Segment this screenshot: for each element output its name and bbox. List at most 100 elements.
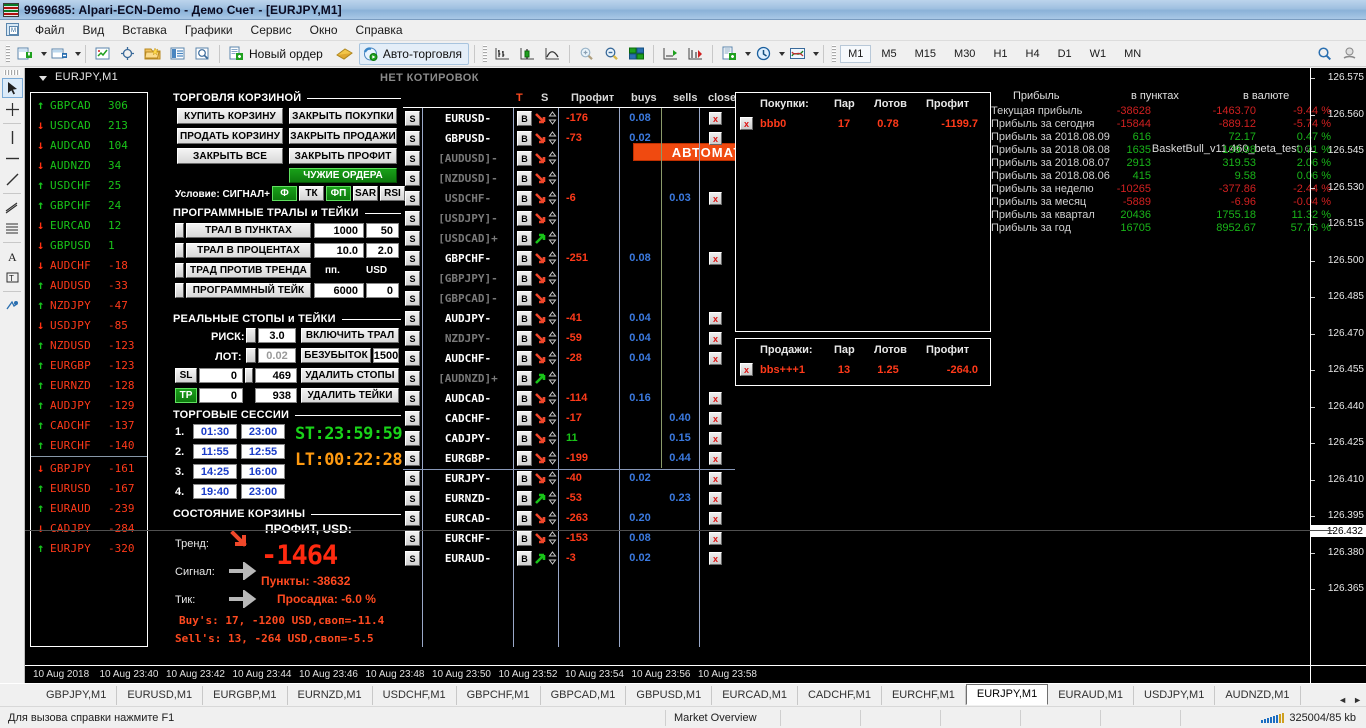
periodicity-dropdown-icon[interactable] [779, 51, 786, 56]
order-row[interactable]: S EURCAD- B -263 0.20 x [403, 509, 735, 529]
buy-button[interactable]: B [517, 111, 532, 126]
chart-tab-eurgbp[interactable]: EURGBP,M1 [203, 686, 288, 705]
strength-list-item[interactable]: ↓ USDJPY -85 [31, 315, 147, 335]
trail-row-button-0[interactable]: ТРАЛ В ПУНКТАХ [186, 223, 311, 238]
timeframe-h1[interactable]: H1 [993, 47, 1008, 60]
strength-list-item[interactable]: ↑ AUDJPY -129 [31, 395, 147, 415]
risk-slider[interactable] [246, 328, 256, 343]
order-close-button[interactable]: x [709, 552, 722, 565]
sell-basket-button[interactable]: ПРОДАТЬ КОРЗИНУ [177, 128, 283, 144]
menu-item-tools[interactable]: Сервис [250, 23, 292, 37]
menu-item-view[interactable]: Вид [82, 23, 105, 37]
sl-value1-field[interactable]: 0 [199, 368, 243, 383]
strength-list-item[interactable]: ↑ EURAUD -239 [31, 498, 147, 518]
sell-button[interactable]: S [405, 411, 420, 426]
order-row[interactable]: S EURGBP- B -199 0.44 x [403, 449, 735, 469]
sell-button[interactable]: S [405, 251, 420, 266]
auto-scroll-icon[interactable] [684, 43, 707, 65]
price-scale[interactable]: 126.575 126.560 126.545 126.530 126.515 126.5… [1310, 68, 1366, 683]
buy-button[interactable]: B [517, 331, 532, 346]
session-from-1[interactable]: 11:55 [193, 444, 237, 459]
buy-button[interactable]: B [517, 411, 532, 426]
order-row[interactable]: S NZDJPY- B -59 0.04 x [403, 329, 735, 349]
status-connection[interactable]: 325004/85 kb [1180, 709, 1366, 726]
condition-btn-rsi[interactable]: RSI [380, 186, 405, 201]
enable-trail-button[interactable]: ВКЛЮЧИТЬ ТРАЛ [301, 328, 399, 343]
chart-tab-gbpusd[interactable]: GBPUSD,M1 [626, 686, 713, 705]
sell-button[interactable]: S [405, 151, 420, 166]
line-chart-icon[interactable] [541, 43, 564, 65]
chart-tab-gbpcad[interactable]: GBPCAD,M1 [541, 686, 627, 705]
order-row[interactable]: S [AUDNZD]+ B [403, 369, 735, 389]
chart-tab-cadchf[interactable]: CADCHF,M1 [798, 686, 882, 705]
strength-list-item[interactable]: ↓ CADJPY -284 [31, 518, 147, 538]
text-label-icon[interactable]: T [2, 267, 23, 287]
indicators-dropdown-icon[interactable] [813, 51, 820, 56]
crosshair-icon[interactable] [116, 43, 139, 65]
sell-button[interactable]: S [405, 491, 420, 506]
order-row[interactable]: S [GBPJPY]- B [403, 269, 735, 289]
timeframe-m1[interactable]: M1 [840, 44, 872, 63]
horizontal-line-icon[interactable] [2, 148, 23, 168]
buy-button[interactable]: B [517, 151, 532, 166]
sl-value2-field[interactable]: 469 [255, 368, 297, 383]
strength-list-item[interactable]: ↑ GBPCAD 306 [31, 95, 147, 115]
timeframe-d1[interactable]: D1 [1057, 47, 1072, 60]
vertical-line-icon[interactable] [2, 127, 23, 147]
buy-button[interactable]: B [517, 471, 532, 486]
buy-button[interactable]: B [517, 191, 532, 206]
buy-button[interactable]: B [517, 251, 532, 266]
lot-value-field[interactable]: 0.02 [258, 348, 296, 363]
menu-item-help[interactable]: Справка [355, 23, 403, 37]
chart-tab-gbpchf[interactable]: GBPCHF,M1 [457, 686, 541, 705]
lot-slider[interactable] [246, 348, 256, 363]
trail-value2-0[interactable]: 50 [366, 223, 399, 238]
order-close-button[interactable]: x [709, 452, 722, 465]
buy-button[interactable]: B [517, 231, 532, 246]
strength-list-item[interactable]: ↓ USDCAD 213 [31, 115, 147, 135]
foreign-orders-button[interactable]: ЧУЖИЕ ОРДЕРА [289, 168, 397, 183]
buy-button[interactable]: B [517, 291, 532, 306]
buy-button[interactable]: B [517, 511, 532, 526]
menu-item-insert[interactable]: Вставка [122, 23, 167, 37]
strength-list-item[interactable]: ↑ EURUSD -167 [31, 478, 147, 498]
risk-value-field[interactable]: 3.0 [258, 328, 296, 343]
templates-dropdown-icon[interactable] [745, 51, 752, 56]
bar-chart-icon[interactable] [491, 43, 514, 65]
order-close-button[interactable]: x [709, 432, 722, 445]
buy-button[interactable]: B [517, 211, 532, 226]
order-row[interactable]: S EURJPY- B -40 0.02 x [403, 469, 735, 489]
order-close-button[interactable]: x [709, 392, 722, 405]
session-to-3[interactable]: 23:00 [241, 484, 285, 499]
buy-button[interactable]: B [517, 551, 532, 566]
sell-button[interactable]: S [405, 111, 420, 126]
buy-button[interactable]: B [517, 491, 532, 506]
sell-button[interactable]: S [405, 471, 420, 486]
session-to-0[interactable]: 23:00 [241, 424, 285, 439]
chart-tab-eurnzd[interactable]: EURNZD,M1 [288, 686, 373, 705]
order-row[interactable]: S EURCHF- B -153 0.08 x [403, 529, 735, 549]
timeframe-m5[interactable]: M5 [881, 47, 897, 60]
strength-list-item[interactable]: ↑ EURCHF -140 [31, 435, 147, 455]
metaeditor-icon[interactable] [332, 43, 357, 65]
text-tool-icon[interactable]: A [2, 246, 23, 266]
strength-list-item[interactable]: ↑ GBPCHF 24 [31, 195, 147, 215]
order-row[interactable]: S GBPCHF- B -251 0.08 x [403, 249, 735, 269]
buy-button[interactable]: B [517, 431, 532, 446]
sell-button[interactable]: S [405, 271, 420, 286]
strength-list-item[interactable]: ↓ AUDNZD 34 [31, 155, 147, 175]
trail-value2-3[interactable]: 0 [366, 283, 399, 298]
strength-list-item[interactable]: ↑ EURJPY -320 [31, 538, 147, 558]
strength-list-item[interactable]: ↑ NZDUSD -123 [31, 335, 147, 355]
status-market-overview[interactable]: Market Overview [665, 709, 780, 726]
condition-btn-f[interactable]: Ф [272, 186, 297, 201]
menu-item-file[interactable]: Файл [35, 23, 65, 37]
session-to-2[interactable]: 16:00 [241, 464, 285, 479]
sell-button[interactable]: S [405, 391, 420, 406]
sell-button[interactable]: S [405, 311, 420, 326]
order-close-button[interactable]: x [709, 132, 722, 145]
sl-tag[interactable]: SL [175, 368, 197, 383]
market-watch-icon[interactable] [91, 43, 114, 65]
strength-list-item[interactable]: ↑ USDCHF 25 [31, 175, 147, 195]
order-row[interactable]: S EURAUD- B -3 0.02 x [403, 549, 735, 569]
